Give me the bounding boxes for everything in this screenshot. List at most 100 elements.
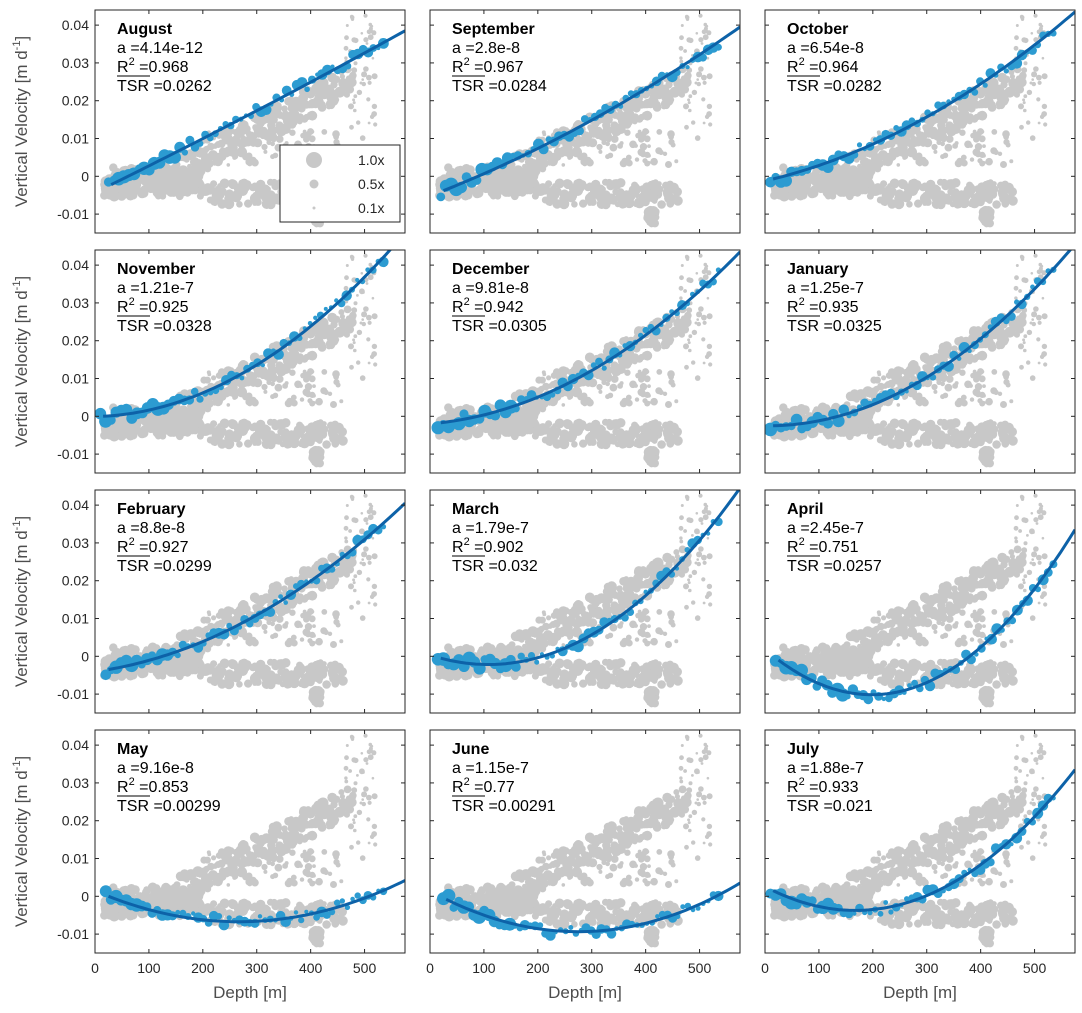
- gray-point: [325, 99, 336, 109]
- gray-point: [290, 394, 297, 401]
- gray-point: [289, 129, 296, 136]
- gray-point: [359, 135, 366, 141]
- gray-point: [931, 191, 943, 203]
- gray-point: [1029, 135, 1036, 141]
- gray-point: [591, 179, 601, 190]
- legend-marker: [306, 152, 322, 168]
- gray-point: [657, 200, 666, 209]
- gray-point: [940, 154, 946, 160]
- gray-point: [968, 93, 978, 104]
- gray-point: [969, 157, 975, 162]
- gray-point: [187, 172, 198, 183]
- gray-point: [289, 369, 296, 376]
- gray-point: [919, 423, 927, 432]
- gray-point: [649, 184, 655, 190]
- tsr-value: TSR =0.0328: [117, 318, 212, 335]
- gray-point: [579, 199, 588, 208]
- gray-point: [367, 320, 372, 325]
- gray-point: [187, 412, 198, 423]
- gray-point: [1033, 13, 1038, 18]
- gray-point: [617, 383, 623, 389]
- gray-point: [367, 274, 374, 281]
- gray-point: [275, 135, 284, 143]
- gray-point: [638, 192, 647, 201]
- gray-point: [265, 186, 271, 192]
- gray-point: [233, 183, 244, 194]
- r-squared: R2 =0.942: [452, 296, 524, 316]
- gray-point: [1001, 199, 1010, 208]
- gray-point: [678, 87, 683, 92]
- gray-point: [359, 375, 366, 381]
- gray-point: [356, 360, 361, 365]
- gray-point: [881, 159, 888, 166]
- gray-point: [311, 454, 319, 461]
- gray-point: [706, 343, 713, 350]
- gray-point: [698, 37, 704, 43]
- gray-point: [345, 264, 349, 267]
- gray-point: [274, 383, 283, 392]
- gray-point: [619, 399, 628, 408]
- gray-point: [353, 348, 357, 353]
- month-title: September: [452, 21, 535, 38]
- gray-point: [259, 131, 267, 140]
- gray-point: [794, 192, 800, 198]
- gray-point: [858, 427, 866, 435]
- gray-point: [1036, 97, 1041, 102]
- gray-point: [1031, 78, 1034, 81]
- gray-point: [952, 197, 964, 209]
- gray-point: [339, 313, 345, 320]
- gray-point: [201, 159, 207, 165]
- gray-point: [609, 383, 618, 392]
- gray-point: [643, 135, 651, 143]
- gray-point: [650, 191, 657, 198]
- gray-point: [701, 337, 706, 342]
- gray-point: [632, 104, 641, 113]
- gray-point: [501, 187, 511, 197]
- gray-point: [603, 127, 612, 136]
- y-tick-label: 0.02: [62, 93, 89, 109]
- gray-point: [616, 362, 626, 372]
- gray-point: [635, 132, 641, 139]
- gray-point: [992, 440, 1001, 449]
- gray-point: [601, 139, 607, 145]
- gray-point: [330, 401, 337, 408]
- gray-point: [338, 435, 348, 446]
- gray-point: [959, 108, 970, 119]
- gray-point: [345, 24, 349, 27]
- gray-point: [561, 403, 566, 407]
- gray-point: [687, 341, 691, 345]
- gray-point: [861, 165, 871, 175]
- gray-point: [629, 140, 637, 149]
- gray-point: [684, 343, 688, 347]
- gray-point: [256, 419, 266, 430]
- gray-point: [924, 429, 933, 438]
- gray-point: [979, 88, 985, 94]
- gray-point: [335, 382, 341, 388]
- gray-point: [284, 97, 293, 106]
- gray-point: [794, 432, 800, 439]
- gray-point: [836, 427, 846, 437]
- gray-point: [232, 155, 237, 160]
- gray-point: [552, 368, 561, 376]
- axes-frame: [94, 249, 406, 474]
- gray-point: [536, 425, 546, 435]
- gray-point: [678, 45, 684, 51]
- gray-point: [987, 208, 995, 216]
- gray-point: [370, 24, 374, 28]
- gray-point: [325, 339, 336, 349]
- gray-point: [546, 152, 554, 159]
- gray-point: [568, 423, 579, 434]
- gray-point: [850, 176, 857, 182]
- month-title: October: [787, 21, 848, 38]
- gray-point: [546, 159, 553, 166]
- gray-point: [610, 419, 620, 429]
- gray-point: [658, 149, 664, 155]
- gray-point: [248, 371, 255, 378]
- gray-point: [266, 139, 272, 145]
- gray-point: [339, 73, 345, 80]
- gray-point: [117, 417, 128, 429]
- gray-point: [680, 24, 684, 27]
- gray-point: [944, 143, 953, 152]
- gray-point: [617, 143, 623, 149]
